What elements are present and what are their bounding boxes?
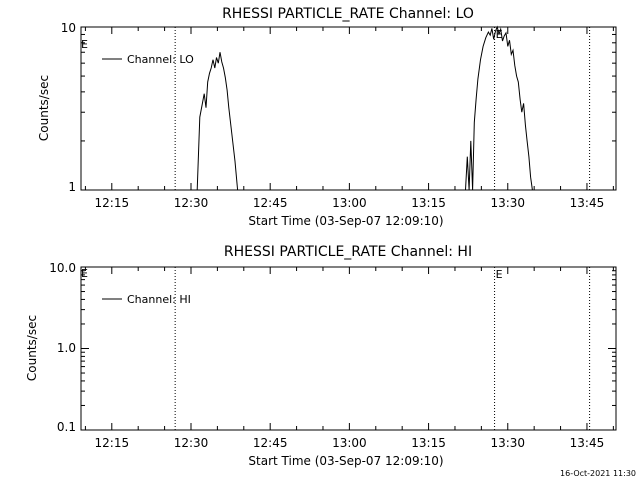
x-tick-label-hi-0: 12:15 [95,436,130,450]
x-tick-label-lo-6: 13:45 [570,196,605,210]
x-tick-label-lo-0: 12:15 [95,196,130,210]
y-tick-label-hi-0: 0.1 [57,420,76,434]
x-tick-label-lo-4: 13:15 [411,196,446,210]
x-axis-label-hi: Start Time (03-Sep-07 12:09:10) [248,454,443,468]
y-tick-label-hi-1: 1.0 [57,341,76,355]
plot-frame-hi [80,266,617,431]
x-tick-label-hi-4: 13:15 [411,436,446,450]
series-lo [196,25,533,191]
x-tick-label-lo-3: 13:00 [332,196,367,210]
x-axis-label-lo: Start Time (03-Sep-07 12:09:10) [248,214,443,228]
y-tick-label-lo-1: 10 [61,21,76,35]
series-line-lo-0 [196,25,533,191]
event-markers-lo: E [174,27,591,190]
x-tick-label-lo-5: 13:30 [490,196,525,210]
corner-label-lo: E [81,38,88,51]
x-ticks-lo: 12:15 12:30 12:45 13:00 13:15 13:30 13:45 [84,27,614,210]
x-tick-label-hi-1: 12:30 [174,436,209,450]
x-tick-label-lo-2: 12:45 [253,196,288,210]
x-tick-label-hi-3: 13:00 [332,436,367,450]
legend-label-lo: Channel: LO [127,53,194,66]
corner-label-hi: E [81,267,88,280]
plot-frame-lo [80,26,617,191]
y-axis-label-hi: Counts/sec [25,315,39,381]
y-tick-label-lo-0: 1 [68,180,76,194]
chart-hi: RHESSI PARTICLE_RATE Channel: HI Start T… [25,244,617,468]
footer-timestamp: 16-Oct-2021 11:30 [560,469,636,478]
chart-lo: RHESSI PARTICLE_RATE Channel: LO Start T… [37,6,617,228]
x-tick-label-hi-6: 13:45 [570,436,605,450]
chart-title-lo: RHESSI PARTICLE_RATE Channel: LO [222,6,474,22]
y-minor-ticks-hi [81,266,616,431]
event-markers-hi: E [174,267,591,430]
x-tick-label-hi-5: 13:30 [490,436,525,450]
x-tick-label-hi-2: 12:45 [253,436,288,450]
y-tick-label-hi-2: 10.0 [49,261,76,275]
chart-title-hi: RHESSI PARTICLE_RATE Channel: HI [224,244,472,260]
legend-label-hi: Channel: HI [127,293,191,306]
x-ticks-hi: 12:15 12:30 12:45 13:00 13:15 13:30 13:45 [84,267,614,450]
event-marker-label-hi-1: E [496,268,503,281]
y-axis-label-lo: Counts/sec [37,75,51,141]
x-tick-label-lo-1: 12:30 [174,196,209,210]
y-minor-ticks-lo [81,26,616,191]
